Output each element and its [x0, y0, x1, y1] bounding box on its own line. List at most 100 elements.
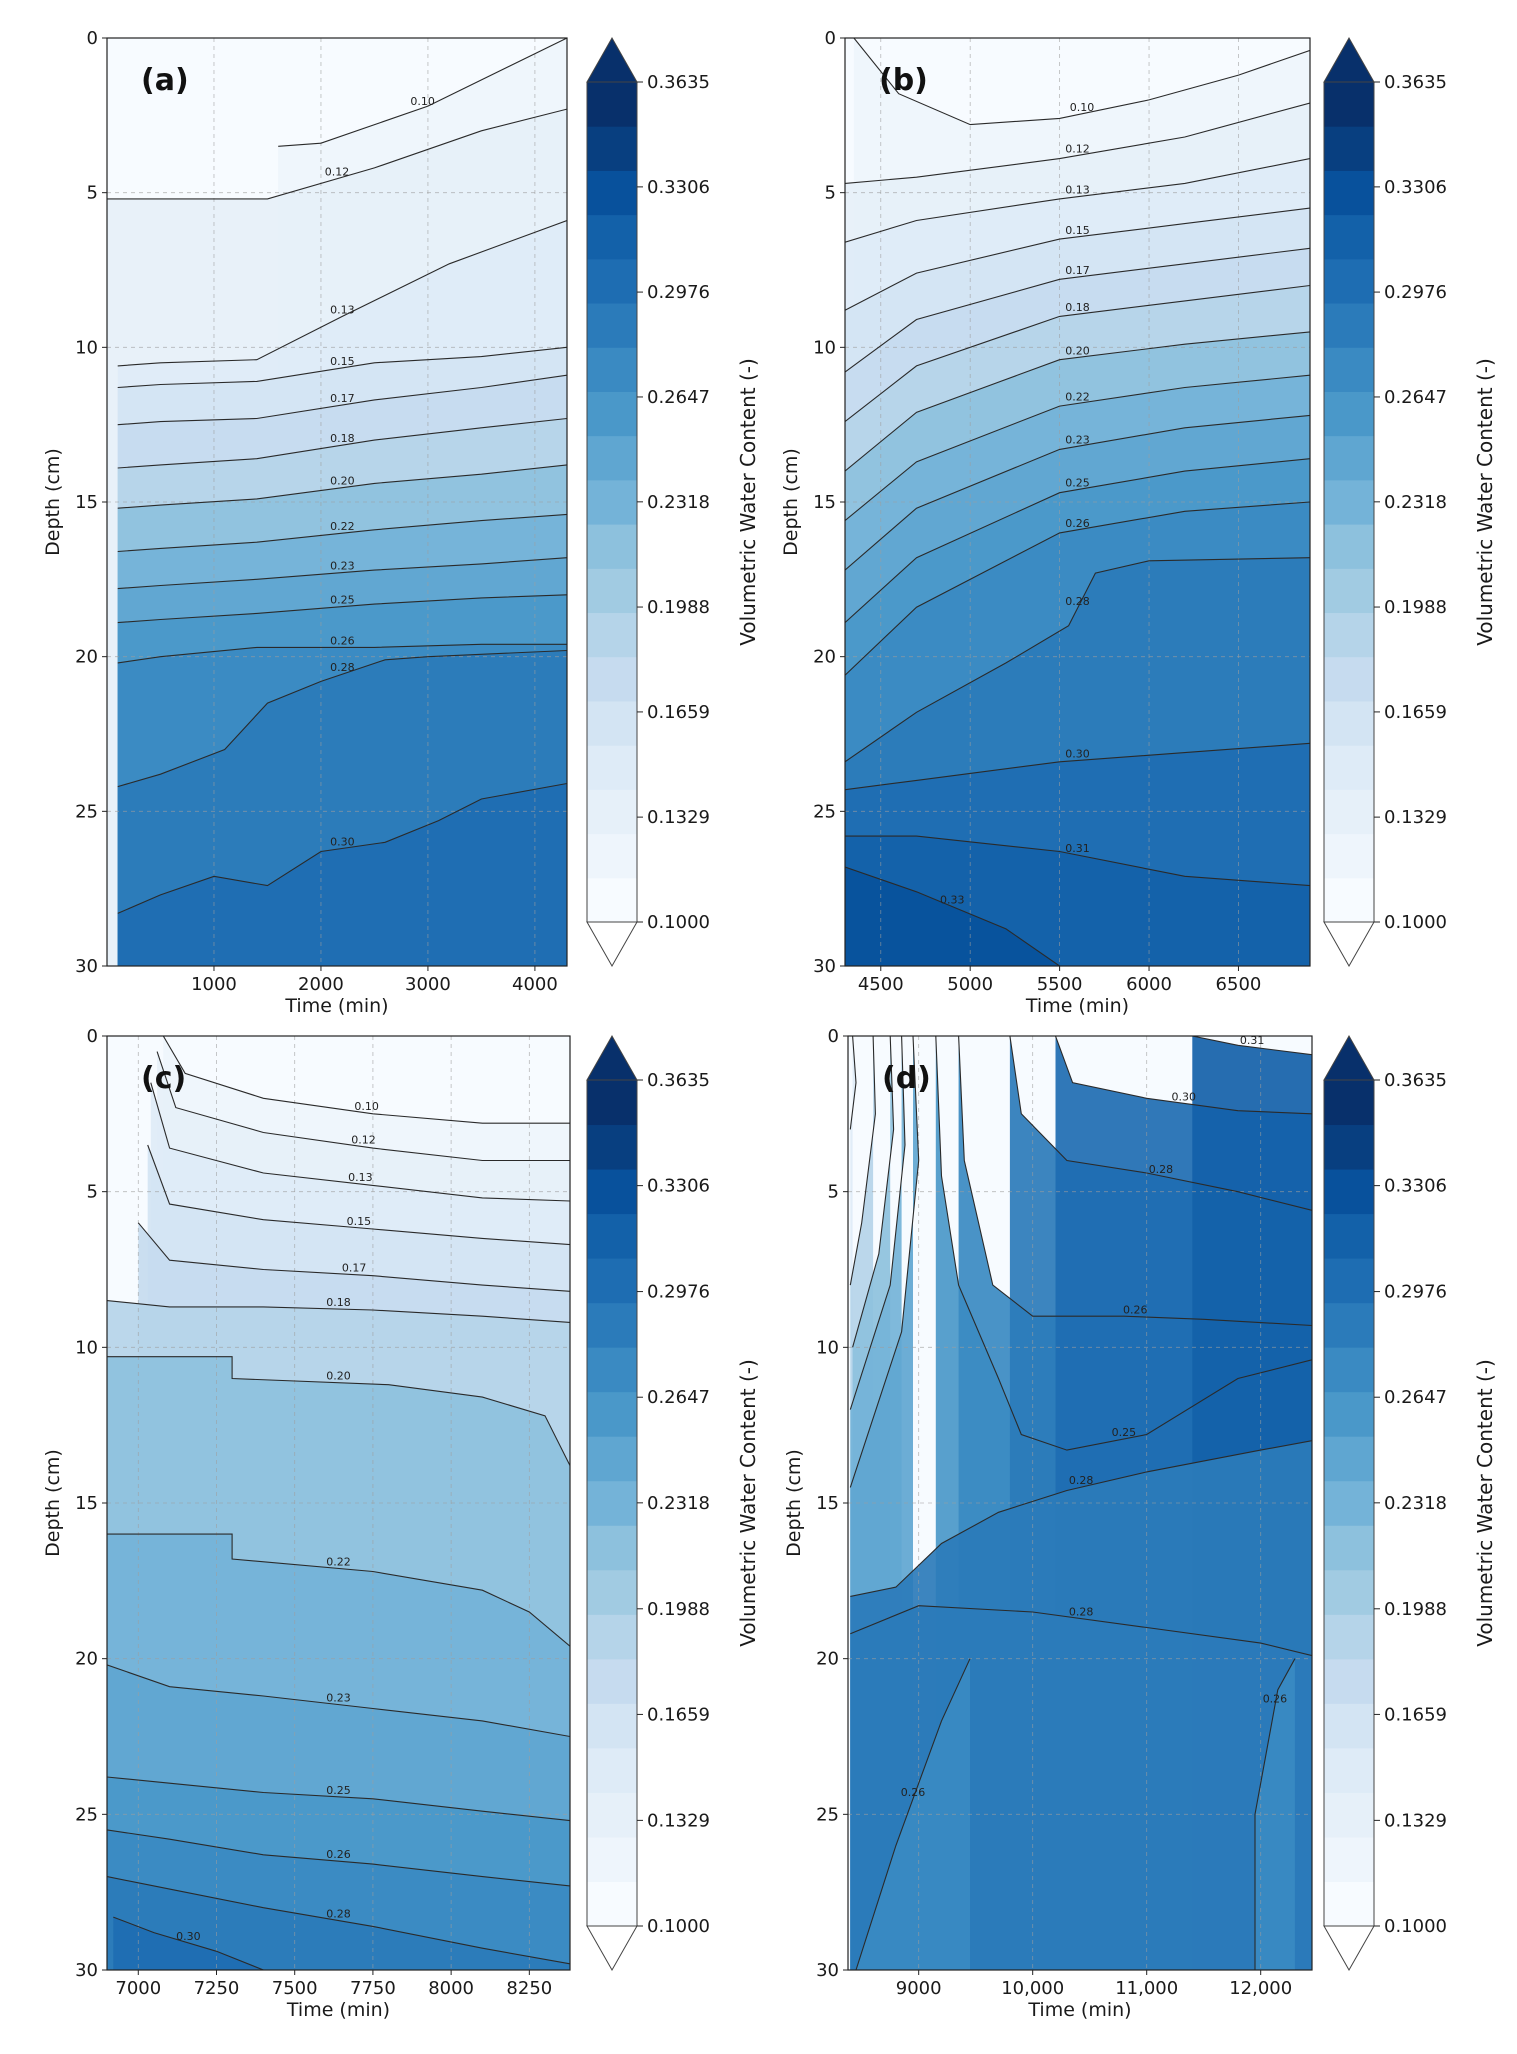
contour-label: 0.18	[330, 432, 355, 445]
colorbar-tick-label: 0.1988	[647, 597, 710, 618]
colorbar-tick-label: 0.2318	[1384, 492, 1447, 513]
colorbar-tick-label: 0.1329	[647, 1810, 710, 1831]
colorbar-band	[587, 214, 637, 260]
colorbar-extend-bottom	[1323, 921, 1375, 968]
colorbar-tick-label: 0.3635	[1384, 72, 1447, 93]
contour-line-0.18	[845, 284, 1310, 423]
contour-label: 0.28	[1069, 1474, 1094, 1487]
colorbar-tick-label: 0.1000	[1384, 912, 1447, 933]
colorbar-band	[587, 524, 637, 569]
panel-label: (a)	[141, 63, 189, 98]
contour-line-0.26	[845, 501, 1310, 676]
contour-line-0.33	[845, 866, 1060, 966]
colorbar-band	[1324, 833, 1374, 879]
contour-line-0.12	[156, 1051, 570, 1162]
x-tick-label: 6500	[1216, 974, 1262, 995]
colorbar-band	[1324, 82, 1374, 127]
panel-label: (d)	[882, 1061, 931, 1096]
x-tick-label: 8250	[506, 1978, 552, 1999]
contour-label: 0.10	[1070, 101, 1095, 114]
contour-label: 0.28	[1069, 1606, 1094, 1619]
colorbar-tick-label: 0.3306	[1384, 177, 1447, 198]
colorbar-band	[587, 1703, 637, 1749]
y-tick-label: 10	[75, 337, 98, 358]
y-tick-label: 25	[75, 801, 98, 822]
contour-label: 0.25	[1112, 1426, 1137, 1439]
colorbar-band	[587, 1169, 637, 1215]
contour-label: 0.30	[330, 835, 355, 848]
colorbar-tick-label: 0.2976	[1384, 282, 1447, 303]
colorbar-band	[587, 1658, 637, 1704]
x-tick-label: 12,000	[1229, 1978, 1292, 1999]
colorbar-band	[1324, 347, 1374, 392]
colorbar: 0.1000 0.1329 0.1659 0.1988 0.2318 0.2647 0.29…	[1323, 36, 1497, 968]
x-tick-label: 5500	[1037, 974, 1083, 995]
y-tick-label: 0	[87, 28, 98, 49]
y-axis-title: Depth (cm)	[783, 1449, 805, 1557]
colorbar-band	[1324, 1569, 1374, 1615]
x-tick-label: 7000	[115, 1978, 161, 1999]
contour-line-0.30	[845, 742, 1310, 791]
y-tick-label: 15	[813, 492, 836, 513]
contour-label: 0.25	[326, 1784, 351, 1797]
panel-label: (c)	[141, 1061, 186, 1096]
colorbar-tick-label: 0.2318	[647, 492, 710, 513]
colorbar-band	[587, 82, 637, 127]
contour-line-0.13	[849, 1036, 857, 1130]
colorbar-band	[1324, 1258, 1374, 1304]
y-tick-label: 30	[75, 1960, 98, 1981]
contour-line-0.18	[117, 417, 567, 469]
contour-label: 0.28	[1065, 595, 1090, 608]
colorbar-band	[1324, 1658, 1374, 1704]
y-tick-label: 5	[87, 183, 98, 204]
contour-label: 0.26	[326, 1848, 351, 1861]
contour-line-0.26	[117, 643, 567, 664]
x-tick-label: 7250	[194, 1978, 240, 1999]
y-tick-label: 10	[75, 1337, 98, 1358]
colorbar-tick-label: 0.3635	[1384, 1070, 1447, 1091]
contour-line-0.31	[845, 835, 1310, 887]
x-tick-label: 6000	[1126, 974, 1172, 995]
colorbar-band	[1324, 1480, 1374, 1526]
contour-line-0.15	[117, 346, 567, 389]
x-tick-label: 4500	[858, 974, 904, 995]
colorbar-extend-bottom	[586, 1925, 638, 1972]
contour-label: 0.17	[330, 392, 355, 405]
colorbar-band	[587, 789, 637, 835]
contour-label: 0.22	[864, 1023, 889, 1036]
y-axis-title: Depth (cm)	[780, 448, 802, 556]
colorbar-band	[1324, 1169, 1374, 1215]
y-axis-title: Depth (cm)	[42, 1449, 64, 1557]
contour-line-0.30	[113, 1916, 264, 1970]
contour-label: 0.30	[176, 1930, 201, 1943]
contour-label: 0.26	[330, 634, 355, 647]
colorbar-band	[1324, 1792, 1374, 1838]
colorbar-band	[1324, 568, 1374, 614]
contour-line-0.26	[855, 1658, 971, 1970]
panels-root: 0.100.120.130.150.170.180.200.220.230.25…	[42, 28, 1497, 2021]
colorbar-band	[1324, 1302, 1374, 1348]
colorbar-band	[587, 303, 637, 348]
contour-band-0.33	[845, 867, 1060, 966]
contour-lines: 0.10 0.12 0.13 0.15 0.17 0.18 0.20 0.22 0.23 0.25…	[845, 38, 1310, 966]
colorbar-band	[1324, 1124, 1374, 1170]
contour-line-0.15	[845, 207, 1310, 311]
x-axis-title: Time (min)	[284, 995, 388, 1017]
colorbar-band	[1324, 1836, 1374, 1882]
colorbar-band	[1324, 258, 1374, 304]
contour-line-0.20	[117, 464, 567, 509]
contour-label: 0.30	[1065, 748, 1090, 761]
contour-label: 0.23	[326, 1692, 351, 1705]
contour-line-0.25	[117, 594, 567, 624]
grid	[845, 38, 1310, 966]
contour-label: 0.15	[330, 355, 355, 368]
contour-line-0.26	[958, 1036, 1312, 1327]
y-tick-label: 5	[828, 1182, 839, 1203]
colorbar-band	[587, 568, 637, 614]
x-tick-label: 4000	[512, 974, 558, 995]
colorbar-extend-bottom	[586, 921, 638, 968]
colorbar-band	[1324, 700, 1374, 746]
colorbar-tick-label: 0.1988	[647, 1599, 710, 1620]
colorbar-band	[587, 1881, 637, 1927]
contour-line-0.18	[849, 1036, 876, 1286]
